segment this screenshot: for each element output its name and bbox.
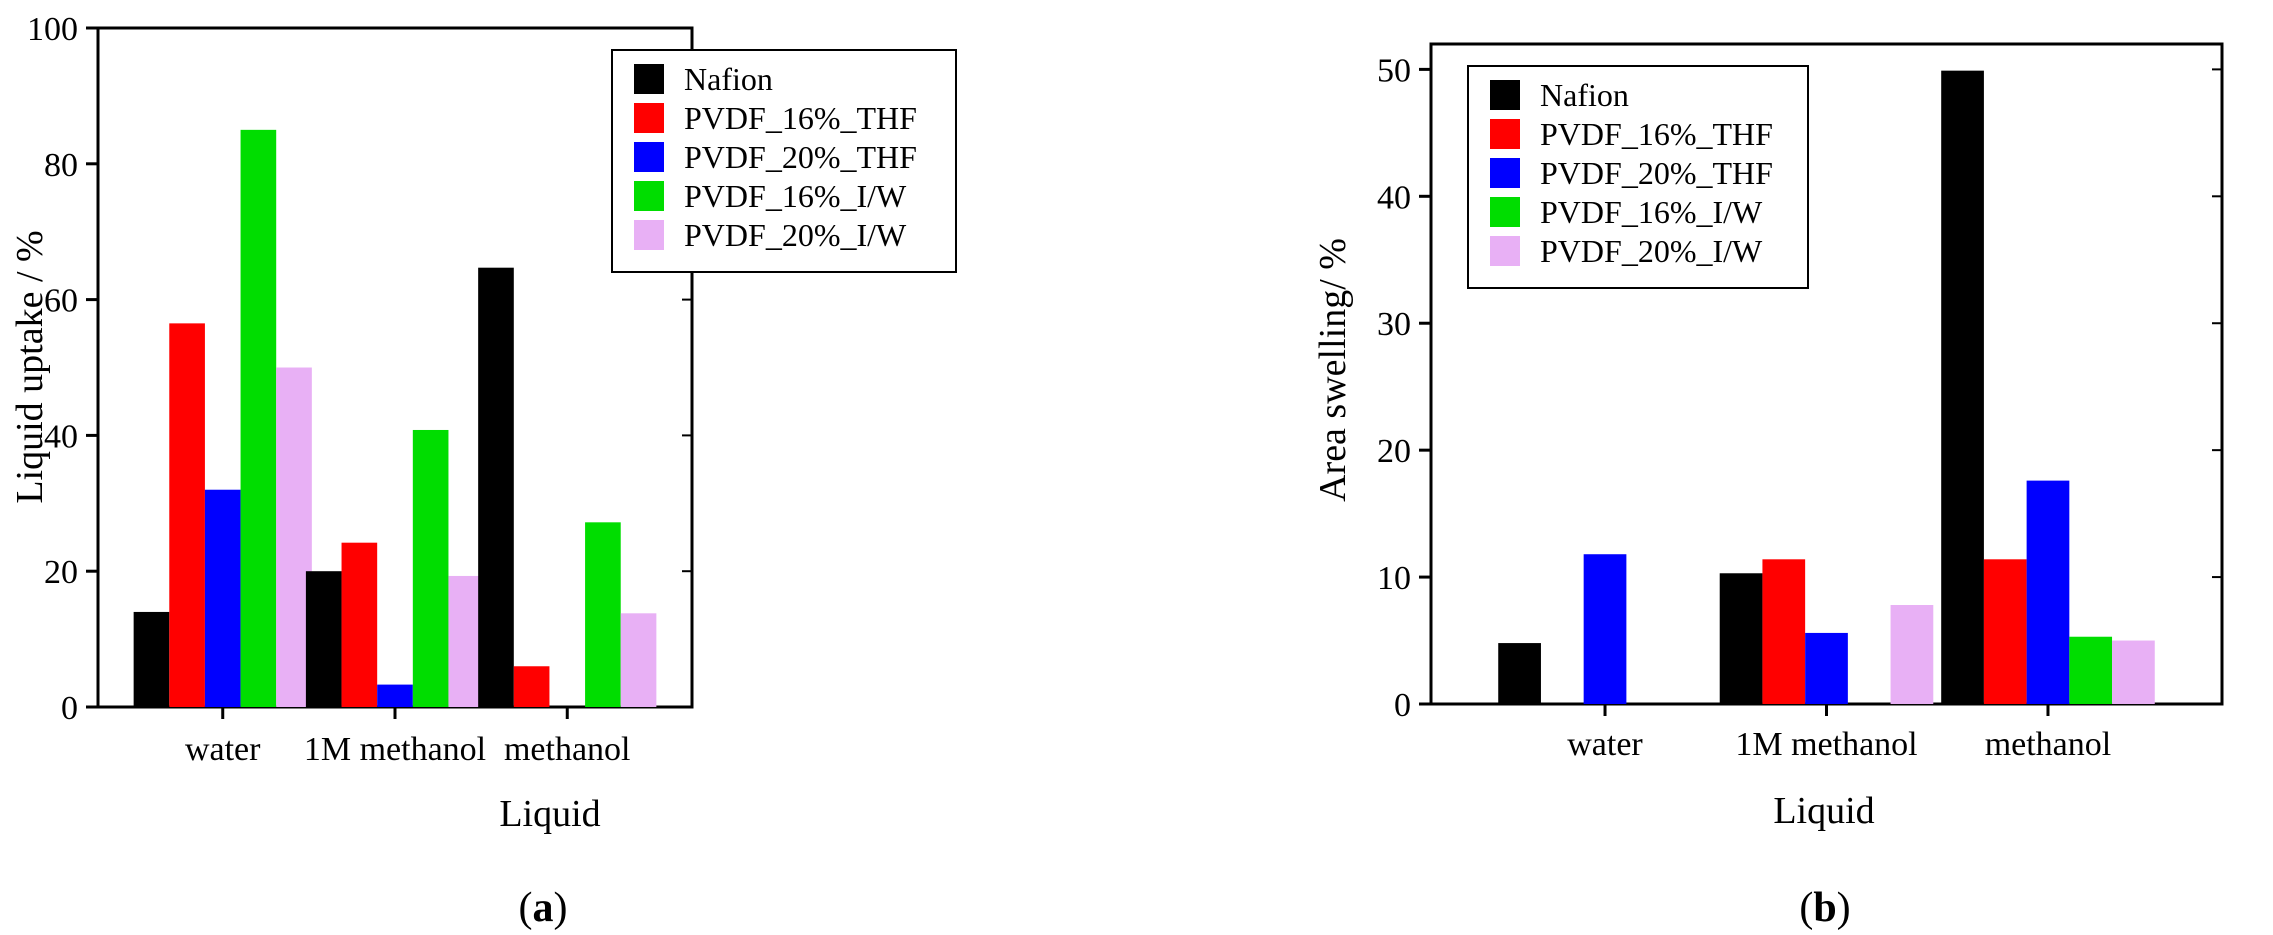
chart-panel-b: 0 10 20 30 40 50 water 1M methanol methanol Nafio… — [1312, 42, 2224, 931]
legend-label: PVDF_20%_THF — [1540, 155, 1773, 191]
legend-label: PVDF_20%_I/W — [1540, 233, 1763, 269]
bar-pvdf-20-i-w-1m-methanol — [1890, 605, 1934, 704]
legend-swatch — [1490, 236, 1520, 266]
legend-swatch — [1490, 197, 1520, 227]
legend-frame — [1467, 65, 1809, 289]
bar-pvdf-16-i-w-methanol — [2069, 636, 2113, 704]
bar-nafion-water — [133, 611, 170, 707]
legend-swatch — [1490, 119, 1520, 149]
bar-pvdf-16-i-w-methanol — [585, 522, 621, 707]
y-tick-label: 0 — [1394, 687, 1411, 724]
legend-label: PVDF_16%_I/W — [684, 178, 907, 214]
legend-label: PVDF_20%_I/W — [684, 217, 907, 253]
x-tick-label: 1M methanol — [304, 731, 486, 768]
legend-label: PVDF_16%_I/W — [1540, 194, 1763, 230]
bar-pvdf-20-thf-water — [1583, 554, 1627, 704]
y-tick-label: 0 — [61, 690, 78, 727]
x-tick-label: methanol — [1985, 726, 2112, 763]
panel-label-open: ( — [1799, 885, 1813, 931]
legend-frame — [611, 49, 957, 273]
bar-nafion-methanol — [478, 267, 514, 707]
x-axis-title: Liquid — [499, 793, 600, 835]
bar-pvdf-16-thf-methanol — [513, 666, 550, 707]
bar-pvdf-16-thf-methanol — [1983, 559, 2027, 704]
bar-nafion-water — [1498, 643, 1541, 704]
x-axis-title: Liquid — [1773, 790, 1874, 832]
bar-pvdf-20-thf-1m-methanol — [1805, 632, 1848, 704]
bar-nafion-methanol — [1941, 70, 1984, 704]
x-tick-label: 1M methanol — [1735, 726, 1917, 763]
y-axis-title: Area swelling/ % — [1312, 238, 1354, 502]
bar-pvdf-16-thf-1m-methanol — [1762, 559, 1806, 704]
legend-swatch — [1490, 158, 1520, 188]
panel-label-close: ) — [1837, 885, 1851, 931]
panel-label: (a) — [519, 885, 568, 931]
legend-label: PVDF_20%_THF — [684, 139, 917, 175]
bar-nafion-1m-methanol — [1719, 573, 1763, 704]
y-tick-label: 40 — [1377, 179, 1411, 216]
legend-swatch — [634, 220, 664, 250]
legend-label: PVDF_16%_THF — [684, 100, 917, 136]
legend-label: Nafion — [684, 61, 773, 97]
panel-label-close: ) — [554, 885, 568, 931]
y-tick-label: 100 — [27, 11, 78, 48]
y-tick-label: 20 — [1377, 433, 1411, 470]
bar-pvdf-20-i-w-1m-methanol — [448, 575, 485, 707]
bar-pvdf-16-thf-water — [169, 323, 205, 707]
bar-pvdf-16-thf-1m-methanol — [341, 542, 378, 707]
y-tick-label: 80 — [44, 147, 78, 184]
legend-swatch — [634, 103, 664, 133]
y-axis-title: Liquid uptake / % — [9, 230, 51, 503]
x-tick-label: water — [185, 731, 261, 768]
bar-pvdf-16-i-w-water — [240, 129, 277, 708]
y-tick-label: 30 — [1377, 306, 1411, 343]
legend-swatch — [634, 181, 664, 211]
y-tick-label: 50 — [1377, 52, 1411, 89]
legend-label: Nafion — [1540, 77, 1629, 113]
bar-pvdf-16-i-w-1m-methanol — [412, 429, 449, 707]
panel-label-open: ( — [519, 885, 533, 931]
y-tick-label: 60 — [44, 283, 78, 320]
panel-label-letter: b — [1813, 885, 1836, 931]
bar-pvdf-20-thf-1m-methanol — [377, 684, 413, 707]
bar-pvdf-20-i-w-methanol — [2112, 640, 2155, 704]
x-tick-label: methanol — [504, 731, 631, 768]
y-tick-label: 20 — [44, 554, 78, 591]
legend-label: PVDF_16%_THF — [1540, 116, 1773, 152]
legend: NafionPVDF_16%_THFPVDF_20%_THFPVDF_16%_I… — [611, 49, 957, 273]
panel-label-letter: a — [533, 885, 554, 931]
legend: NafionPVDF_16%_THFPVDF_20%_THFPVDF_16%_I… — [1467, 65, 1809, 289]
legend-swatch — [1490, 80, 1520, 110]
legend-swatch — [634, 142, 664, 172]
bar-pvdf-20-thf-water — [204, 489, 241, 707]
y-tick-label: 40 — [44, 418, 78, 455]
x-tick-label: water — [1567, 726, 1643, 763]
y-tick-label: 10 — [1377, 560, 1411, 597]
bar-nafion-1m-methanol — [305, 571, 342, 707]
chart-panel-a: 0 20 40 60 80 100 water 1M methanol methanol Nafi… — [9, 11, 957, 931]
panel-label: (b) — [1799, 885, 1850, 931]
bar-pvdf-20-i-w-methanol — [620, 613, 657, 707]
legend-swatch — [634, 64, 664, 94]
bar-pvdf-20-thf-methanol — [2026, 480, 2070, 704]
